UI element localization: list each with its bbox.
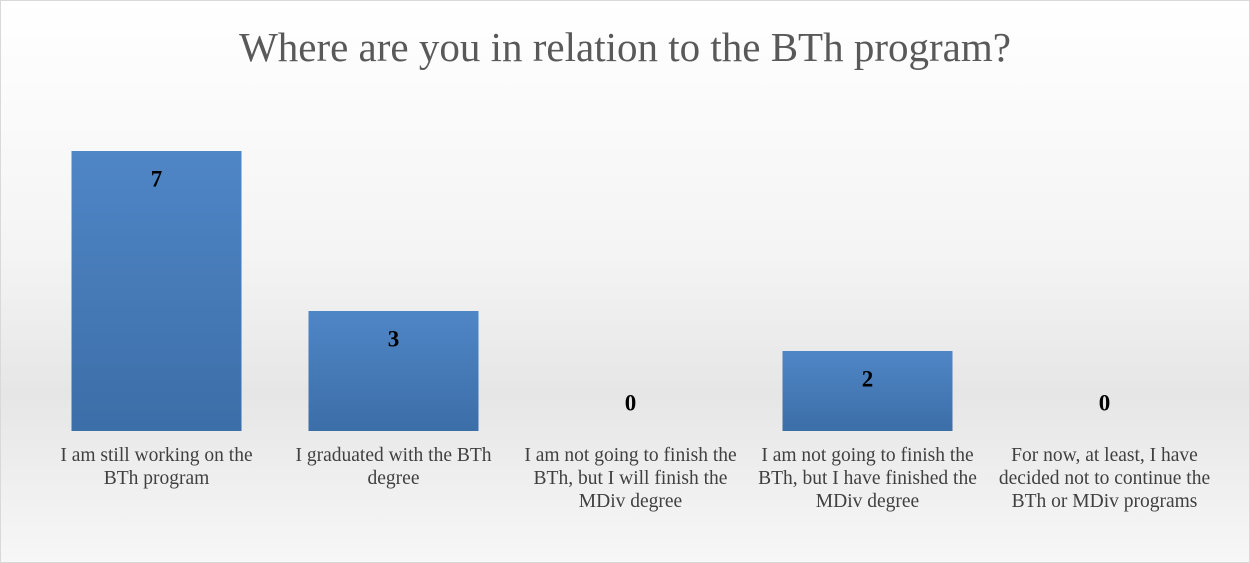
bar — [308, 311, 479, 431]
data-label: 3 — [388, 326, 400, 351]
x-tick-label: I am still working on the BTh program — [60, 445, 253, 489]
data-label: 2 — [862, 366, 874, 391]
x-tick-label: I am not going to finish the BTh, but I … — [524, 445, 737, 512]
x-tick-label: I graduated with the BTh degree — [295, 445, 492, 489]
x-tick-label: I am not going to finish the BTh, but I … — [758, 445, 977, 512]
bar — [782, 351, 953, 431]
x-tick-label: For now, at least, I have decided not to… — [998, 445, 1211, 512]
data-label: 0 — [625, 390, 637, 415]
bar — [71, 151, 242, 431]
data-label: 0 — [1099, 390, 1111, 415]
chart-title: Where are you in relation to the BTh pro… — [239, 24, 1011, 70]
data-label: 7 — [151, 166, 163, 191]
